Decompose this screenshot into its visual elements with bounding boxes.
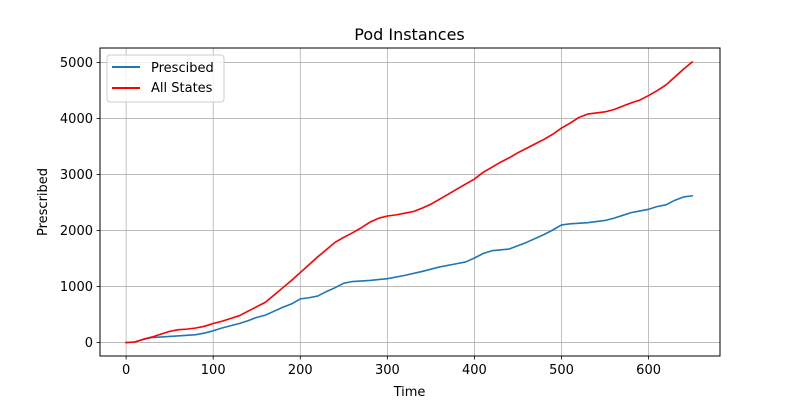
x-tick-label: 0 [122,363,130,378]
axis-ticks: 0 100 200 300 400 500 600 0 1000 2000 3000 4000 5000 [60,56,661,378]
x-axis-label: Time [393,385,426,400]
series-lines [125,60,694,344]
series-line-all-states [125,60,694,344]
y-axis-label: Prescribed [36,168,51,236]
y-tick-label: 4000 [60,112,93,127]
legend-label-prescibed: Prescibed [151,61,214,76]
x-tick-label: 500 [549,363,574,378]
legend-label-all-states: All States [151,81,213,96]
x-tick-label: 100 [201,363,226,378]
x-tick-label: 200 [288,363,313,378]
y-tick-label: 2000 [60,224,93,239]
x-tick-label: 600 [636,363,661,378]
y-tick-label: 5000 [60,56,93,71]
grid-lines [100,48,720,356]
y-tick-label: 3000 [60,168,93,183]
x-tick-label: 400 [462,363,487,378]
y-tick-label: 1000 [60,280,93,295]
chart-title: Pod Instances [354,25,465,44]
legend: Prescibed All States [106,54,225,103]
plot-frame [99,47,721,357]
y-tick-label: 0 [85,336,93,351]
series-line-prescibed [125,194,694,344]
x-tick-label: 300 [375,363,400,378]
